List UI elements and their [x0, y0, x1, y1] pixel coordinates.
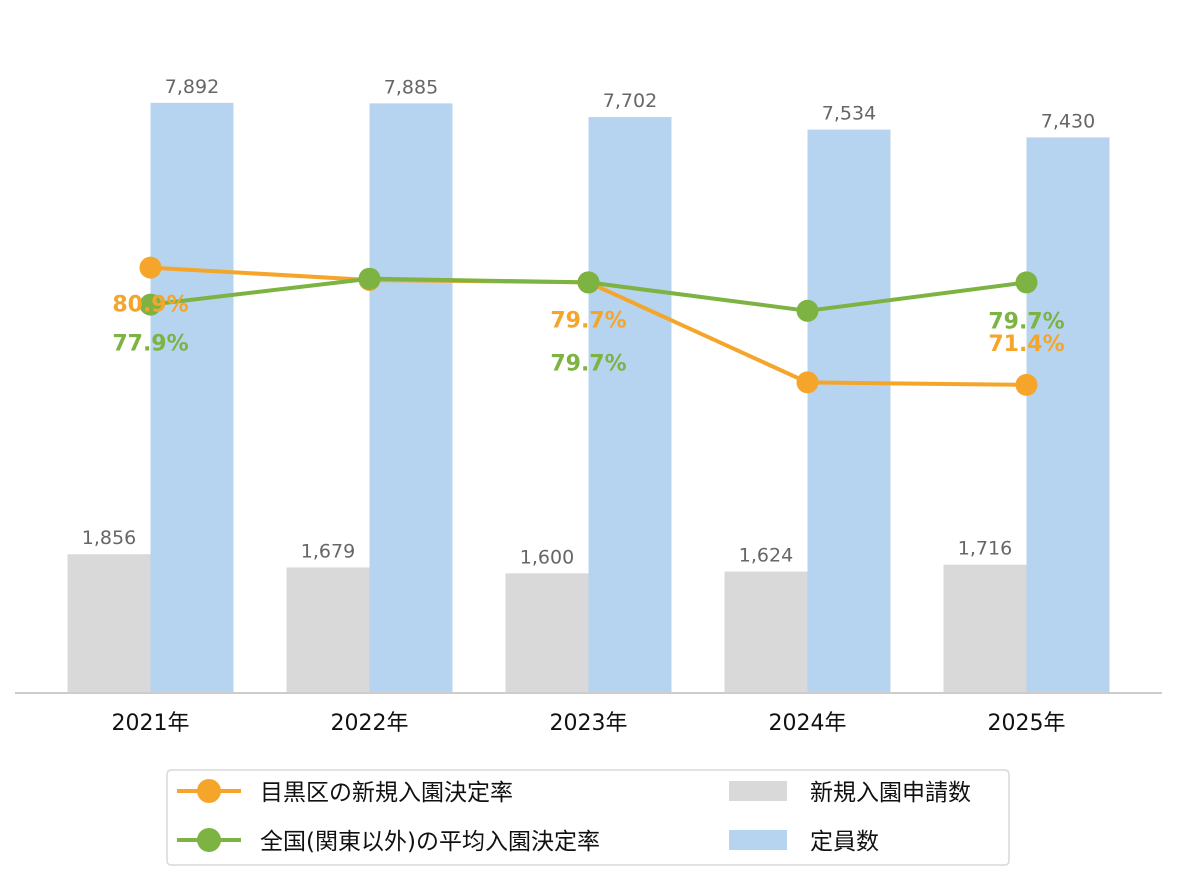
national-rate-point — [139, 293, 162, 316]
category-label: 2025年 — [988, 711, 1066, 736]
legend-swatch-marker — [197, 779, 221, 803]
bar-capacity — [807, 129, 891, 694]
bar-capacity-label: 7,702 — [603, 90, 657, 112]
rate-labels-group: 80.9%79.7%71.4%77.9%79.7%79.7% — [112, 293, 1064, 377]
legend: 目黒区の新規入園決定率 全国(関東以外)の平均入園決定率 新規入園申請数 定員数 — [166, 769, 1010, 866]
bar-applications-label: 1,624 — [739, 545, 793, 567]
category-label: 2023年 — [550, 711, 628, 736]
legend-swatch-box — [729, 781, 787, 801]
legend-item-national-rate: 全国(関東以外)の平均入園決定率 — [177, 828, 600, 855]
bar-applications — [286, 567, 370, 693]
bar-capacity-label: 7,430 — [1041, 110, 1095, 132]
legend-label: 目黒区の新規入園決定率 — [260, 780, 513, 806]
national-rate-value-label: 79.7% — [988, 309, 1064, 334]
meguro-rate-value-label: 80.9% — [112, 293, 188, 318]
bar-capacity-label: 7,892 — [165, 76, 219, 98]
bar-capacity — [369, 103, 453, 694]
bar-labels-group: 1,856 7,892 1,679 7,885 1,600 7,702 1,624 7,534… — [82, 76, 1095, 569]
meguro-rate-point — [1015, 373, 1038, 396]
national-rate-value-label: 77.9% — [112, 332, 188, 357]
legend-frame — [166, 769, 1010, 866]
lines-group — [139, 256, 1038, 396]
bar-applications-label: 1,600 — [520, 546, 574, 568]
bar-applications-label: 1,856 — [82, 527, 136, 549]
bars-group — [67, 102, 1110, 694]
legend-swatch-box — [729, 830, 787, 850]
legend-item-applications: 新規入園申請数 — [729, 780, 971, 806]
national-rate-point — [1015, 271, 1038, 294]
legend-label: 新規入園申請数 — [810, 780, 971, 806]
national-rate-point — [577, 271, 600, 294]
meguro-rate-value-label: 71.4% — [988, 332, 1064, 357]
bar-capacity — [1026, 137, 1110, 693]
legend-label: 定員数 — [810, 829, 879, 855]
legend-label: 全国(関東以外)の平均入園決定率 — [260, 829, 600, 855]
bar-applications — [67, 554, 151, 693]
category-label: 2022年 — [331, 711, 409, 736]
bar-capacity — [150, 102, 234, 694]
national-rate-point — [796, 299, 819, 322]
bar-applications — [943, 564, 1027, 693]
bar-applications — [505, 573, 589, 693]
meguro-rate-point — [796, 371, 819, 394]
legend-swatch-marker — [197, 828, 221, 852]
legend-item-meguro-rate: 目黒区の新規入園決定率 — [177, 779, 513, 806]
national-rate-point — [358, 267, 381, 290]
bar-applications — [724, 571, 808, 693]
bar-capacity-label: 7,534 — [822, 103, 876, 125]
bar-capacity — [588, 117, 672, 694]
bar-applications-label: 1,716 — [958, 538, 1012, 560]
category-label: 2024年 — [769, 711, 847, 736]
meguro-rate-point — [139, 256, 162, 279]
meguro-rate-value-label: 79.7% — [550, 308, 626, 333]
bar-applications-label: 1,679 — [301, 540, 355, 562]
national-rate-value-label: 79.7% — [550, 351, 626, 376]
bar-capacity-label: 7,885 — [384, 76, 438, 98]
category-label: 2021年 — [112, 711, 190, 736]
category-labels-group: 2021年 2022年 2023年 2024年 2025年 — [112, 711, 1066, 736]
legend-item-capacity: 定員数 — [729, 829, 879, 855]
